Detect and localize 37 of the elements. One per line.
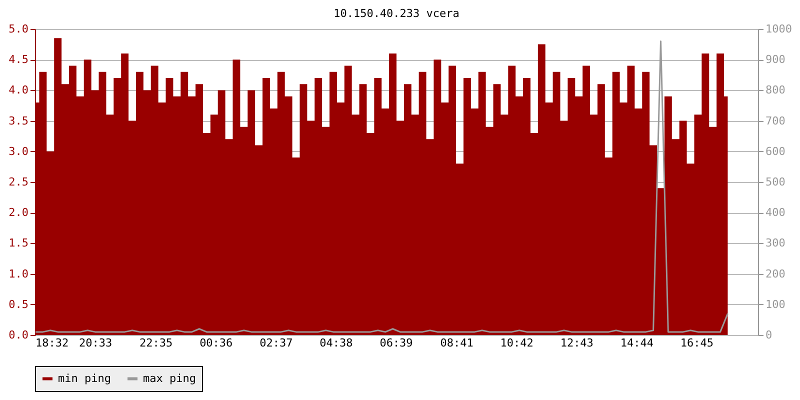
y2-tick-label: 1000	[766, 22, 792, 36]
y-tick-label: 0.0	[8, 328, 28, 342]
y-tick-label: 2.5	[8, 176, 28, 188]
y2-tick-label: 800	[766, 84, 786, 97]
x-tick-label: 02:37	[260, 336, 293, 350]
y-tick-label: 3.5	[8, 114, 28, 128]
y-tick-label: 1.0	[8, 267, 28, 280]
y-tick-label: 0.5	[8, 298, 28, 311]
y2-tick-label: 900	[766, 53, 786, 66]
legend-label: max ping	[143, 372, 196, 385]
y2-tick-label: 400	[766, 206, 786, 220]
y2-tick-label: 100	[766, 298, 786, 311]
y2-tick-label: 0	[766, 328, 772, 342]
x-tick-label: 10:42	[500, 336, 534, 350]
x-tick-label: 04:38	[320, 336, 353, 350]
y-tick-label: 5.0	[8, 22, 28, 36]
chart-title: 10.150.40.233 vcera	[334, 7, 460, 20]
y2-tick-label: 700	[766, 114, 786, 128]
x-tick-label: 06:39	[380, 336, 413, 350]
x-tick-label: 22:35	[140, 336, 173, 350]
y-tick-label: 3.0	[8, 144, 28, 158]
y2-tick-label: 500	[766, 176, 786, 188]
legend-label: min ping	[58, 372, 111, 385]
y2-tick-label: 200	[766, 267, 786, 280]
x-tick-label: 12:43	[560, 336, 594, 350]
x-tick-label: 00:36	[200, 336, 233, 350]
y-tick-label: 4.5	[8, 53, 28, 66]
x-tick-label: 16:45	[680, 336, 714, 350]
y-tick-label: 4.0	[8, 84, 28, 97]
x-tick-label: 14:44	[620, 336, 654, 350]
x-tick-label: 18:32	[36, 336, 69, 350]
y2-tick-label: 300	[766, 236, 786, 250]
x-tick-label: 20:33	[78, 336, 112, 350]
y-tick-label: 1.5	[8, 236, 28, 250]
x-tick-label: 08:41	[440, 336, 474, 350]
y-tick-label: 2.0	[8, 206, 28, 220]
y2-tick-label: 600	[766, 144, 786, 158]
